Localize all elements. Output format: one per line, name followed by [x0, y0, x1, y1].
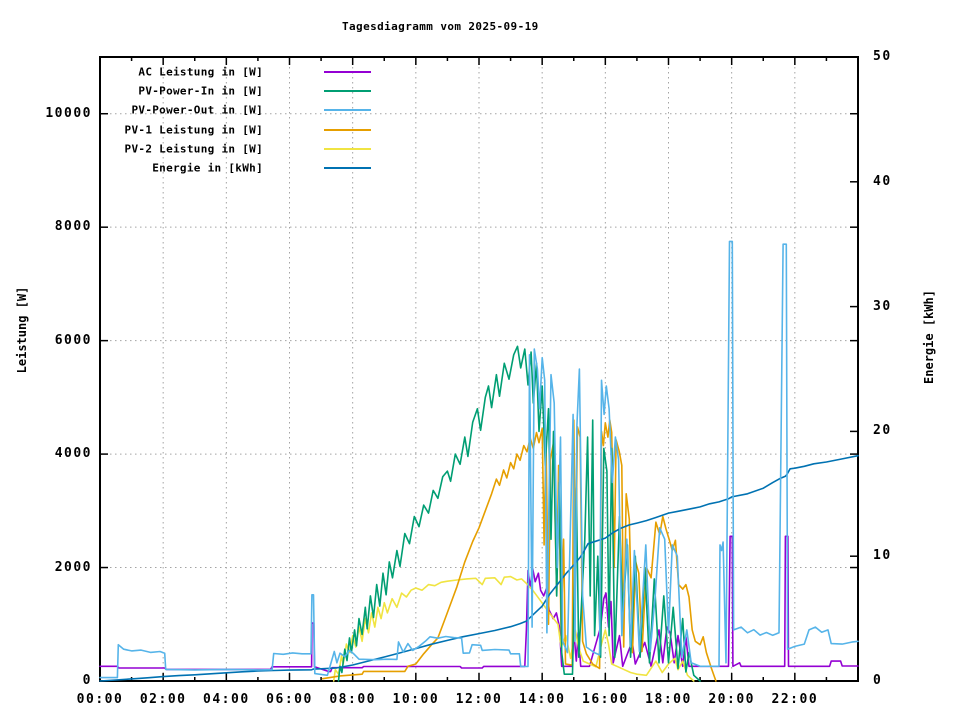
- legend-label-pv-power-in: PV-Power-In in [W]: [138, 84, 263, 98]
- y2-tick-label: 50: [873, 49, 892, 64]
- y2-tick-label: 0: [873, 673, 883, 688]
- y2-tick-label: 10: [873, 548, 892, 564]
- y-tick-label: 0: [82, 673, 92, 688]
- y2-tick-label: 20: [873, 423, 892, 439]
- x-tick-label: 04:00: [203, 692, 250, 707]
- x-tick-label: 22:00: [771, 692, 819, 707]
- x-tick-label: 08:00: [329, 692, 376, 707]
- x-tick-label: 00:00: [76, 692, 124, 707]
- x-tick-label: 16:00: [582, 692, 629, 707]
- legend-label-pv1-leistung: PV-1 Leistung in [W]: [124, 123, 263, 137]
- series-pv2-leistung-line: [332, 575, 695, 682]
- y2-tick-label: 40: [873, 173, 892, 189]
- x-tick-label: 06:00: [266, 692, 313, 707]
- y-tick-label: 10000: [45, 105, 92, 121]
- y-axis-title: Leistung [W]: [15, 286, 29, 374]
- legend-line-sample-pv-power-out: [324, 109, 371, 112]
- series-pv-power-out-line: [99, 240, 859, 679]
- y-tick-label: 2000: [54, 559, 92, 575]
- legend-label-energie: Energie in [kWh]: [152, 161, 263, 175]
- x-tick-label: 20:00: [708, 692, 755, 707]
- y-tick-label: 4000: [54, 446, 92, 462]
- legend-line-sample-pv1-leistung: [324, 128, 371, 131]
- legend-label-pv2-leistung: PV-2 Leistung in [W]: [124, 142, 263, 156]
- series-pv-power-in-line: [337, 345, 701, 682]
- series-ac-leistung-line: [99, 535, 859, 673]
- legend-line-sample-pv-power-in: [324, 90, 371, 93]
- x-tick-label: 02:00: [139, 692, 187, 707]
- legend-line-sample-energie: [324, 167, 371, 169]
- legend-label-ac-leistung: AC Leistung in [W]: [138, 65, 263, 79]
- y2-tick-label: 30: [873, 298, 892, 314]
- y-tick-label: 8000: [54, 219, 92, 235]
- x-tick-label: 12:00: [455, 692, 503, 707]
- x-tick-label: 14:00: [518, 692, 566, 707]
- legend-line-sample-pv2-leistung: [324, 147, 371, 150]
- legend-label-pv-power-out: PV-Power-Out in [W]: [131, 103, 263, 117]
- legend-line-sample-ac-leistung: [324, 71, 371, 73]
- y2-axis-title: Energie [kWh]: [922, 290, 936, 384]
- x-tick-label: 10:00: [392, 692, 440, 707]
- x-tick-label: 18:00: [645, 692, 692, 707]
- y-tick-label: 6000: [54, 332, 92, 348]
- chart-title: Tagesdiagramm vom 2025-09-19: [342, 20, 539, 33]
